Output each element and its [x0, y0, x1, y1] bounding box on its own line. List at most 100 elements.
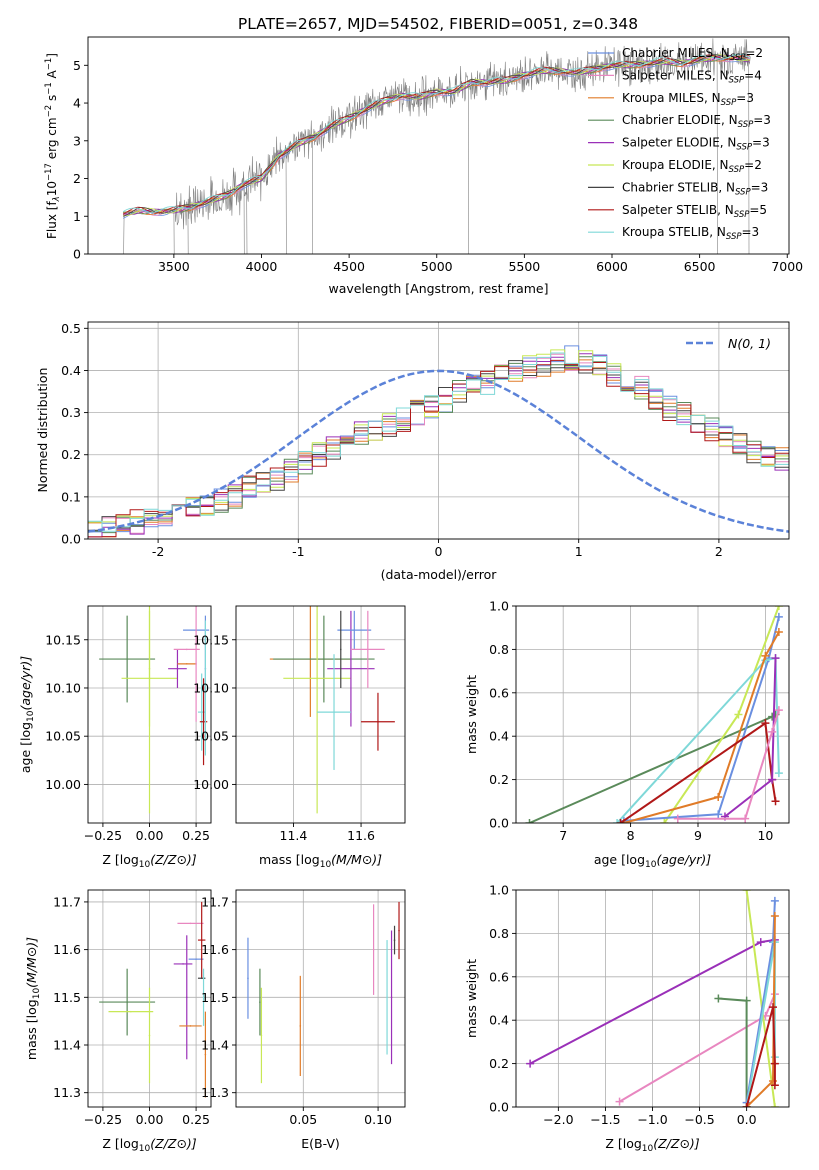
y-tick-label: 0.1 [61, 489, 81, 504]
series-line [619, 721, 777, 823]
data-point [200, 939, 203, 941]
y-tick-label: 11.6 [53, 942, 81, 957]
x-tick-label: 0.00 [136, 828, 164, 843]
histogram-step-line [88, 359, 789, 538]
y-tick-label: 0.5 [61, 321, 81, 336]
label-part: (Z/Z⊙)] [150, 852, 197, 867]
figure-title: PLATE=2657, MJD=54502, FIBERID=0051, z=0… [238, 15, 638, 33]
y-tick-label: 11.4 [201, 1038, 229, 1053]
data-point [130, 1010, 132, 1013]
legend-entry: Chabrier MILES, NSSP=2 [622, 46, 763, 63]
data-point [260, 1034, 263, 1037]
x-tick-label: 1 [575, 544, 583, 559]
legend-count: =3 [753, 113, 771, 127]
x-tick-label: −2.0 [543, 1112, 573, 1127]
series-marker [770, 912, 779, 921]
y-tick-label: 0.4 [489, 729, 509, 744]
y-axis-label: age [log10(age/yr)] [18, 656, 36, 773]
legend-entry: Chabrier ELODIE, NSSP=3 [622, 113, 771, 130]
series-marker [770, 1059, 779, 1068]
legend-count: =3 [742, 225, 760, 239]
data-point [204, 1053, 207, 1056]
y-tick-label: 1.0 [489, 883, 509, 898]
y-tick-label: 0.3 [61, 405, 81, 420]
series-marker [615, 1097, 624, 1106]
legend-entry: Salpeter MILES, NSSP=4 [622, 68, 762, 85]
normal-curve-line [88, 369, 789, 533]
x-tick-label: 5500 [508, 259, 540, 274]
y-tick-label: 0.0 [489, 1100, 509, 1115]
series-marker [774, 628, 783, 637]
data-point [176, 667, 179, 670]
y-tick-label: 0.2 [61, 447, 81, 462]
label-part: (Z/Z⊙)] [653, 1136, 700, 1151]
legend-label: Chabrier STELIB, N [622, 180, 735, 194]
plot-area [122, 38, 751, 254]
data-point [185, 996, 188, 999]
label-subscript: 10 [642, 1144, 654, 1154]
series-marker [741, 814, 750, 823]
mass-vs-ebv-panel: 0.05 0.10 11.3 11.4 11.5 11.6 11.7 E(B-V) [201, 889, 406, 1151]
plot-area [99, 901, 207, 1098]
histogram-step-line [88, 352, 789, 532]
label-subscript: 10 [26, 710, 36, 722]
series-marker [771, 797, 780, 806]
series-marker [616, 819, 625, 823]
y-tick-label: 11.3 [53, 1085, 81, 1100]
legend-count: =5 [749, 203, 767, 217]
legend-label: Chabrier ELODIE, N [622, 113, 738, 127]
y-tick-label: 10.15 [193, 632, 229, 647]
label-part: (Z/Z⊙)] [150, 1136, 197, 1151]
x-tick-label: 0.00 [136, 1112, 164, 1127]
label-part: −2 [44, 105, 54, 118]
series-marker [770, 1081, 779, 1090]
x-tick-label: 11.4 [280, 828, 308, 843]
spectrum-model-line [122, 54, 750, 215]
label-part: erg cm [45, 117, 59, 163]
y-tick-label: 4 [73, 96, 81, 111]
spectrum-model-line [123, 54, 750, 217]
y-tick-label: 10.00 [193, 777, 229, 792]
x-axis-label: wavelength [Angstrom, rest frame] [328, 281, 548, 296]
series-marker [761, 651, 770, 660]
data-point [185, 648, 188, 651]
x-tick-label: −0.25 [84, 1112, 122, 1127]
data-point [189, 1025, 192, 1027]
legend-label: Salpeter STELIB, N [622, 203, 734, 217]
x-axis-label: E(B-V) [301, 1136, 340, 1151]
series-marker [525, 819, 534, 823]
legend-count: =3 [751, 180, 769, 194]
axes-frame [235, 605, 406, 824]
data-point [189, 922, 192, 925]
data-point [386, 996, 388, 999]
series-marker [734, 710, 743, 719]
series-line [623, 631, 780, 823]
y-tick-label: 0.6 [489, 969, 509, 984]
legend-entry: Chabrier STELIB, NSSP=3 [622, 180, 768, 197]
x-tick-label: 2 [715, 544, 723, 559]
label-part: Z [log [605, 1136, 641, 1151]
plot-area [99, 606, 210, 814]
series-marker [742, 996, 751, 1005]
y-tick-label: 0.4 [489, 1013, 509, 1028]
x-tick-label: 0.10 [364, 1112, 392, 1127]
y-tick-label: 0.2 [489, 772, 509, 787]
legend-subscript: SSP [736, 143, 752, 153]
y-tick-label: 0 [73, 247, 81, 262]
data-point [323, 658, 325, 660]
legend-count: =3 [736, 91, 754, 105]
x-tick-label: 10 [757, 828, 773, 843]
y-axis-label: Normed distribution [35, 368, 50, 493]
label-part: (age/yr)] [656, 852, 711, 867]
data-point [393, 939, 396, 941]
y-tick-label: 10.00 [45, 777, 81, 792]
x-tick-label: 0.25 [182, 1112, 210, 1127]
label-part: Z [log [102, 852, 138, 867]
label-subscript: 10 [32, 988, 42, 1000]
y-tick-label: 0.4 [61, 363, 81, 378]
y-tick-label: 5 [73, 58, 81, 73]
data-point [299, 1025, 302, 1027]
